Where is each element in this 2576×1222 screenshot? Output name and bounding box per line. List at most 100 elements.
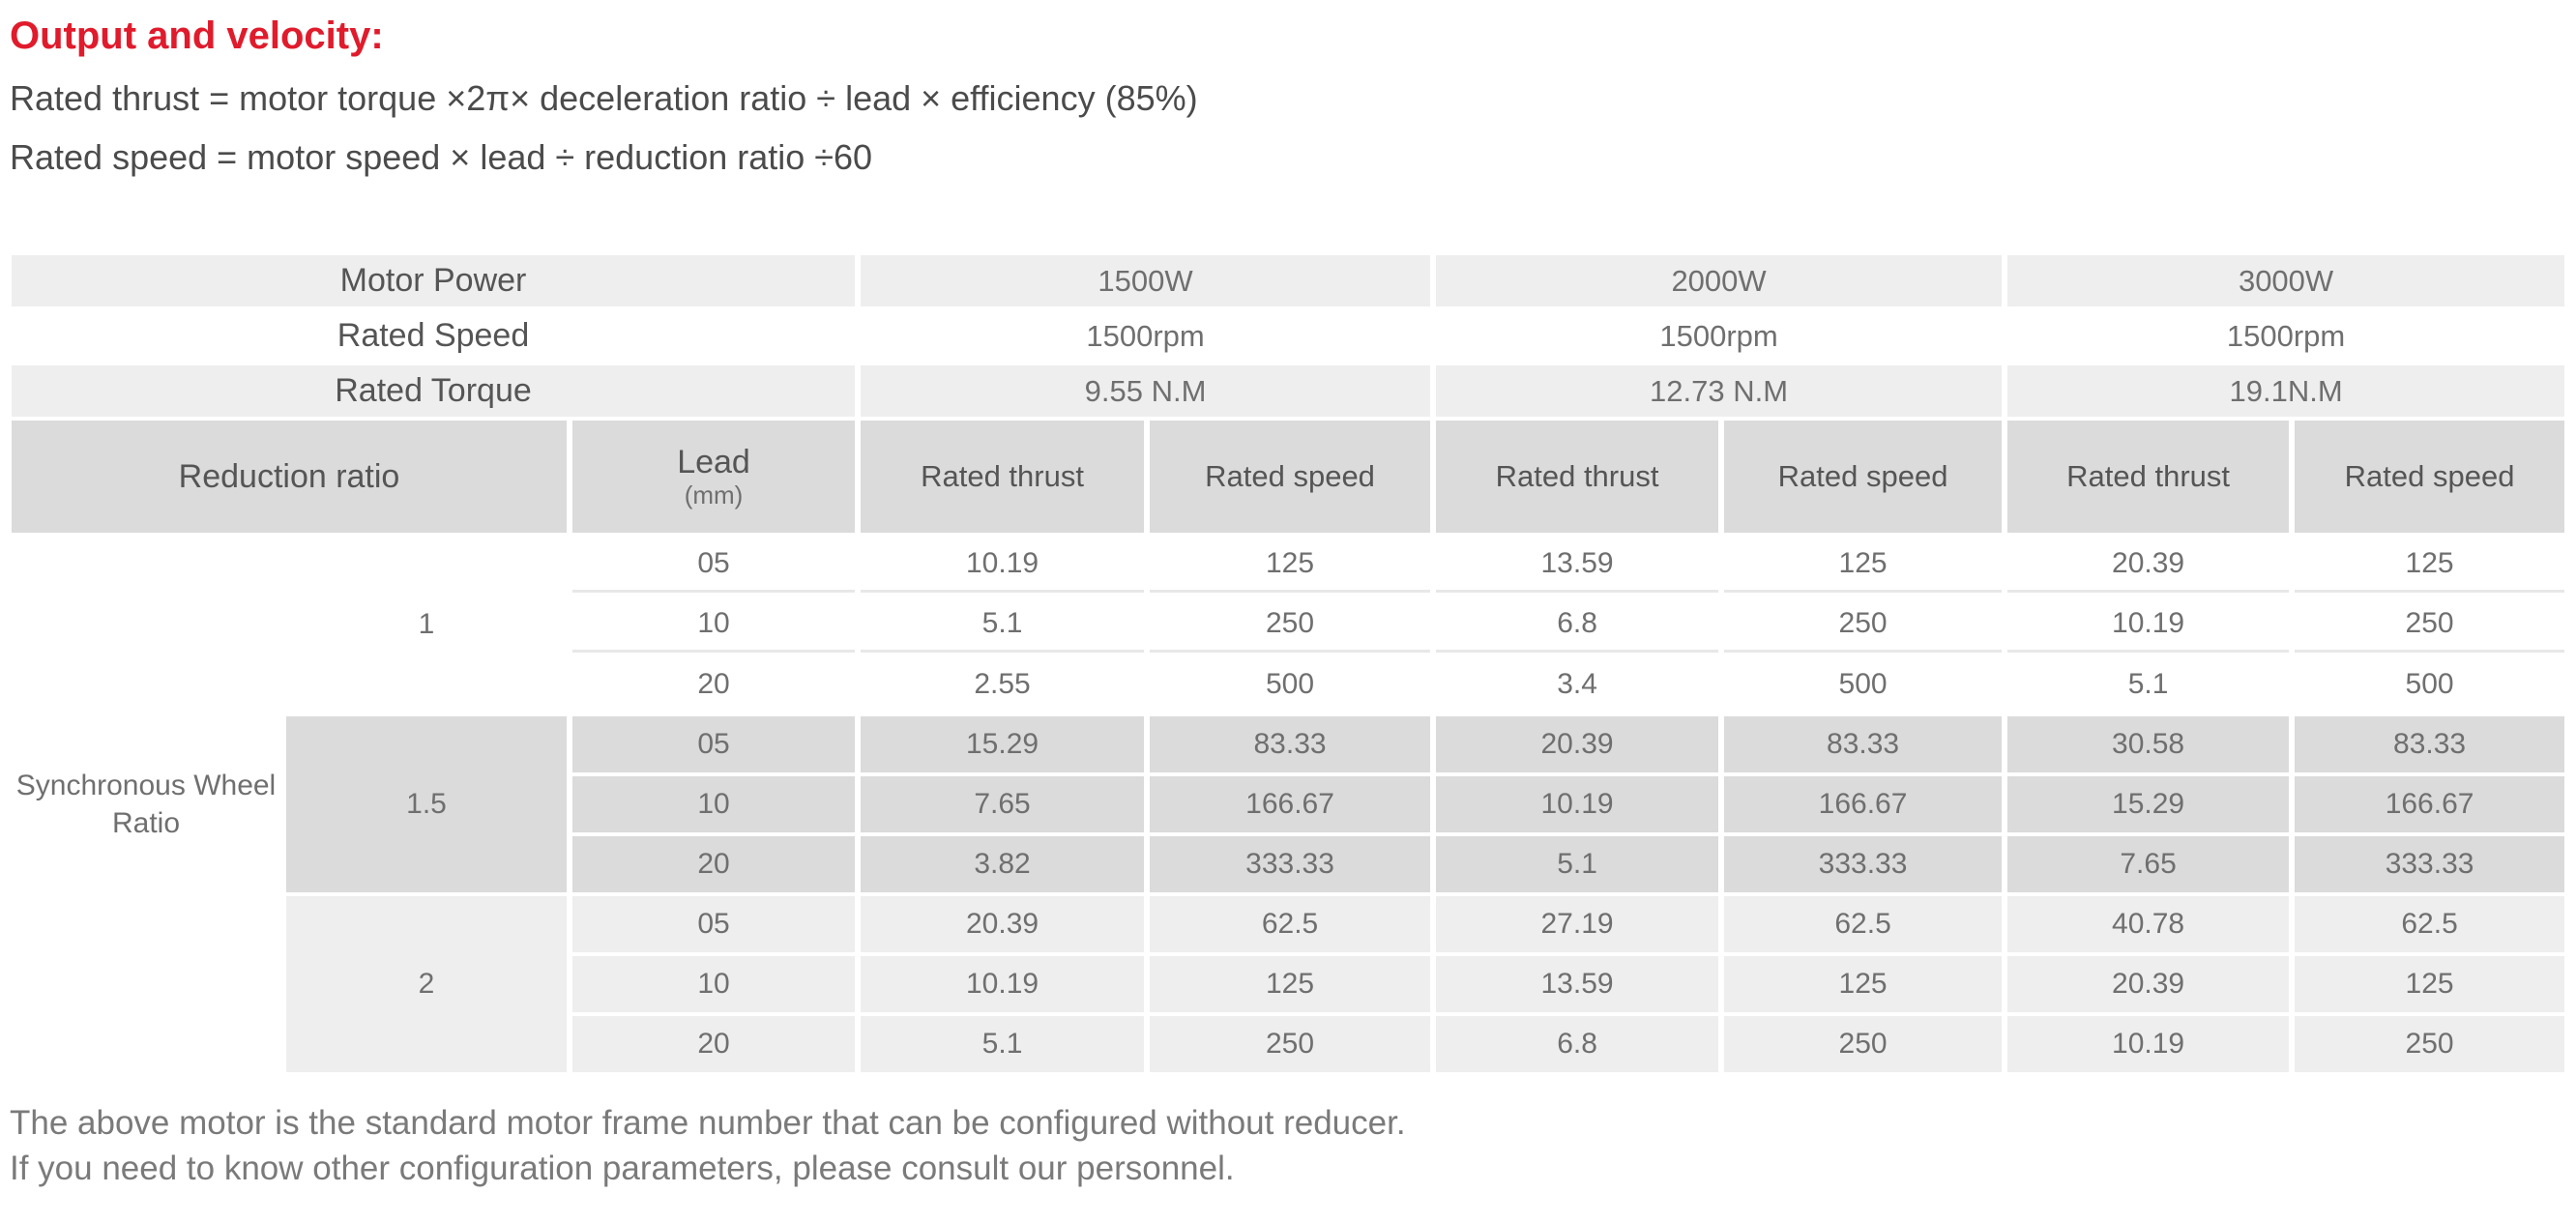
value-cell: 125 [1724, 956, 2003, 1013]
page-title: Output and velocity: [10, 15, 384, 57]
value-cell: 333.33 [1724, 836, 2003, 893]
ratio-cell: 2 [286, 896, 567, 1073]
spec-value: 1500rpm [861, 310, 1431, 363]
table-row: 20 2.55 500 3.4 500 5.1 500 [12, 656, 2565, 713]
spec-row-rated-torque: Rated Torque 9.55 N.M 12.73 N.M 19.1N.M [12, 365, 2565, 418]
header-lead-main: Lead [677, 444, 750, 481]
value-cell: 15.29 [861, 716, 1145, 773]
value-cell: 13.59 [1436, 537, 1719, 594]
value-cell: 15.29 [2007, 776, 2290, 833]
value-cell: 5.1 [2007, 656, 2290, 713]
header-col: Rated speed [1724, 421, 2003, 534]
value-cell: 125 [2295, 537, 2565, 594]
header-lead: Lead (mm) [572, 421, 856, 534]
spec-value: 2000W [1436, 255, 2003, 307]
value-cell: 13.59 [1436, 956, 1719, 1013]
value-cell: 7.65 [861, 776, 1145, 833]
lead-cell: 05 [572, 896, 856, 953]
lead-cell: 10 [572, 596, 856, 654]
value-cell: 3.4 [1436, 656, 1719, 713]
value-cell: 333.33 [2295, 836, 2565, 893]
spec-value: 1500rpm [2007, 310, 2565, 363]
spec-value: 3000W [2007, 255, 2565, 307]
value-cell: 250 [1150, 1016, 1431, 1073]
header-col: Rated speed [1150, 421, 1431, 534]
spec-row-motor-power: Motor Power 1500W 2000W 3000W [12, 255, 2565, 307]
spec-label: Rated Speed [12, 310, 856, 363]
value-cell: 10.19 [2007, 596, 2290, 654]
spec-row-rated-speed: Rated Speed 1500rpm 1500rpm 1500rpm [12, 310, 2565, 363]
value-cell: 10.19 [1436, 776, 1719, 833]
value-cell: 83.33 [1150, 716, 1431, 773]
spec-value: 12.73 N.M [1436, 365, 2003, 418]
lead-cell: 20 [572, 1016, 856, 1073]
header-reduction-ratio: Reduction ratio [12, 421, 567, 534]
ratio-cell: 1 [286, 537, 567, 713]
value-cell: 62.5 [2295, 896, 2565, 953]
value-cell: 6.8 [1436, 596, 1719, 654]
value-cell: 125 [1150, 956, 1431, 1013]
row-group-label: Synchronous Wheel Ratio [12, 537, 280, 1073]
value-cell: 62.5 [1724, 896, 2003, 953]
value-cell: 27.19 [1436, 896, 1719, 953]
value-cell: 62.5 [1150, 896, 1431, 953]
value-cell: 20.39 [1436, 716, 1719, 773]
table-row: Synchronous Wheel Ratio 1 05 10.19 125 1… [12, 537, 2565, 1073]
table-row: 1.5 05 15.29 83.33 20.39 83.33 30.58 83.… [12, 716, 2565, 893]
value-cell: 500 [2295, 656, 2565, 713]
value-cell: 10.19 [861, 956, 1145, 1013]
value-cell: 166.67 [1724, 776, 2003, 833]
value-cell: 7.65 [2007, 836, 2290, 893]
value-cell: 250 [1724, 1016, 2003, 1073]
header-col: Rated thrust [2007, 421, 2290, 534]
value-cell: 125 [2295, 956, 2565, 1013]
value-cell: 10.19 [2007, 1016, 2290, 1073]
header-col: Rated speed [2295, 421, 2565, 534]
value-cell: 5.1 [861, 1016, 1145, 1073]
header-col: Rated thrust [1436, 421, 1719, 534]
value-cell: 166.67 [1150, 776, 1431, 833]
value-cell: 333.33 [1150, 836, 1431, 893]
footnote-line-1: The above motor is the standard motor fr… [10, 1104, 1406, 1143]
table-row: 10 10.19 125 13.59 125 20.39 125 [12, 956, 2565, 1013]
spec-value: 9.55 N.M [861, 365, 1431, 418]
spec-value: 19.1N.M [2007, 365, 2565, 418]
ratio-cell: 1.5 [286, 716, 567, 893]
value-cell: 40.78 [2007, 896, 2290, 953]
table-row: 20 5.1 250 6.8 250 10.19 250 [12, 1016, 2565, 1073]
spec-label: Rated Torque [12, 365, 856, 418]
lead-cell: 05 [572, 537, 856, 594]
value-cell: 500 [1150, 656, 1431, 713]
table-row: 2 05 20.39 62.5 27.19 62.5 40.78 62.5 [12, 896, 2565, 1073]
value-cell: 10.19 [861, 537, 1145, 594]
table-row: 10 7.65 166.67 10.19 166.67 15.29 166.67 [12, 776, 2565, 833]
value-cell: 20.39 [2007, 537, 2290, 594]
value-cell: 30.58 [2007, 716, 2290, 773]
lead-cell: 20 [572, 656, 856, 713]
footnote-line-2: If you need to know other configuration … [10, 1149, 1235, 1187]
value-cell: 250 [1724, 596, 2003, 654]
formula-rated-speed: Rated speed = motor speed × lead ÷ reduc… [10, 137, 873, 178]
value-cell: 500 [1724, 656, 2003, 713]
value-cell: 20.39 [2007, 956, 2290, 1013]
value-cell: 250 [2295, 596, 2565, 654]
value-cell: 6.8 [1436, 1016, 1719, 1073]
lead-cell: 10 [572, 956, 856, 1013]
table-header-row: Reduction ratio Lead (mm) Rated thrust R… [12, 421, 2565, 534]
value-cell: 250 [2295, 1016, 2565, 1073]
spec-label: Motor Power [12, 255, 856, 307]
table-row: 10 5.1 250 6.8 250 10.19 250 [12, 596, 2565, 654]
table-row: 20 3.82 333.33 5.1 333.33 7.65 333.33 [12, 836, 2565, 893]
value-cell: 5.1 [861, 596, 1145, 654]
lead-cell: 10 [572, 776, 856, 833]
value-cell: 250 [1150, 596, 1431, 654]
spec-value: 1500W [861, 255, 1431, 307]
value-cell: 166.67 [2295, 776, 2565, 833]
formula-rated-thrust: Rated thrust = motor torque ×2π× deceler… [10, 78, 1198, 118]
value-cell: 5.1 [1436, 836, 1719, 893]
value-cell: 125 [1724, 537, 2003, 594]
lead-cell: 20 [572, 836, 856, 893]
value-cell: 83.33 [2295, 716, 2565, 773]
value-cell: 2.55 [861, 656, 1145, 713]
